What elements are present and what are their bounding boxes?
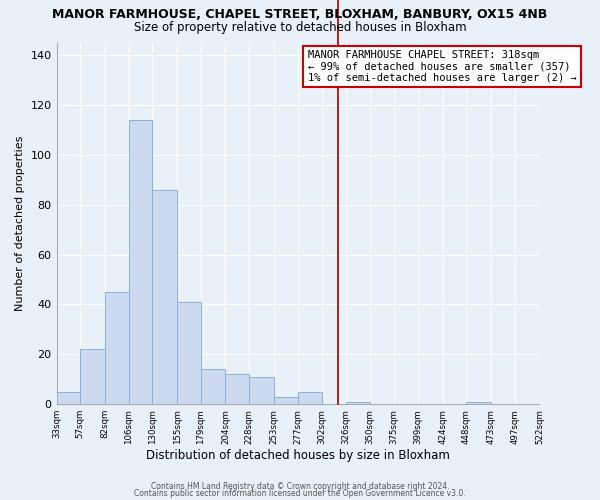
Text: MANOR FARMHOUSE CHAPEL STREET: 318sqm
← 99% of detached houses are smaller (357): MANOR FARMHOUSE CHAPEL STREET: 318sqm ← … xyxy=(308,50,577,83)
Text: Size of property relative to detached houses in Bloxham: Size of property relative to detached ho… xyxy=(134,21,466,34)
Bar xyxy=(56,392,80,404)
Bar xyxy=(346,402,370,404)
Bar xyxy=(226,374,249,404)
Bar xyxy=(274,396,298,404)
Bar xyxy=(466,402,491,404)
Bar xyxy=(105,292,128,404)
Bar xyxy=(298,392,322,404)
Bar xyxy=(128,120,152,404)
Bar xyxy=(249,377,274,404)
Bar xyxy=(80,350,105,404)
Bar xyxy=(152,190,177,404)
Bar xyxy=(177,302,201,404)
X-axis label: Distribution of detached houses by size in Bloxham: Distribution of detached houses by size … xyxy=(146,450,450,462)
Text: Contains HM Land Registry data © Crown copyright and database right 2024.: Contains HM Land Registry data © Crown c… xyxy=(151,482,449,491)
Text: MANOR FARMHOUSE, CHAPEL STREET, BLOXHAM, BANBURY, OX15 4NB: MANOR FARMHOUSE, CHAPEL STREET, BLOXHAM,… xyxy=(52,8,548,20)
Text: Contains public sector information licensed under the Open Government Licence v3: Contains public sector information licen… xyxy=(134,490,466,498)
Bar xyxy=(201,370,226,404)
Y-axis label: Number of detached properties: Number of detached properties xyxy=(15,136,25,311)
